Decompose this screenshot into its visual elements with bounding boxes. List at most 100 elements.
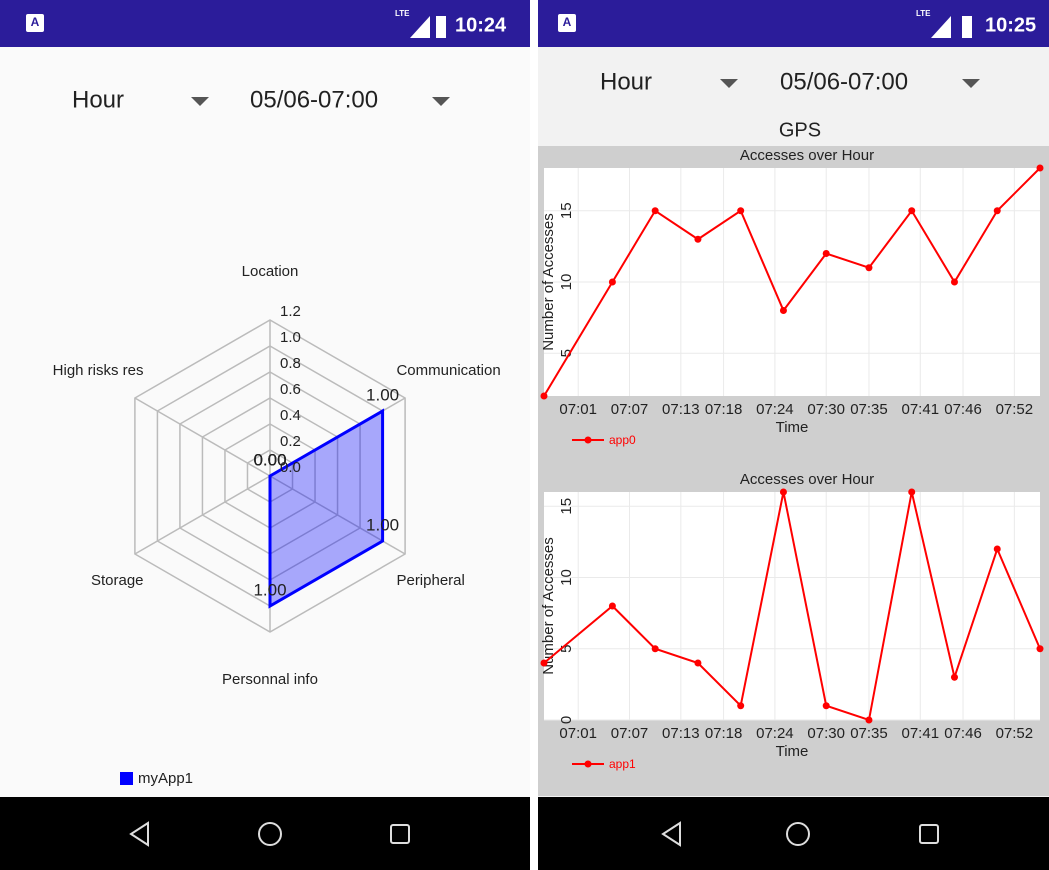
x-tick-label: 07:13	[662, 725, 700, 742]
signal-icon	[410, 16, 430, 38]
data-point	[651, 207, 659, 215]
x-tick-label: 07:52	[996, 401, 1034, 418]
radar-area	[268, 408, 385, 609]
y-tick-label: 5	[558, 349, 575, 357]
x-axis-label: Time	[776, 419, 809, 436]
y-tick-label: 0	[558, 716, 575, 724]
x-tick-label: 07:41	[902, 725, 940, 742]
y-tick-label: 15	[558, 202, 575, 219]
chart-title: Accesses over Hour	[740, 471, 874, 488]
y-tick-label: 10	[558, 569, 575, 586]
radar-tick-label: 0.2	[280, 433, 301, 450]
data-point	[950, 278, 958, 286]
legend-label: myApp1	[138, 770, 193, 787]
spinner-date[interactable]: 05/06-07:00	[250, 86, 378, 113]
status-time: 10:24	[455, 14, 507, 36]
value-label: 1.00	[366, 385, 399, 404]
nav-bar	[0, 797, 530, 870]
y-tick-label: 10	[558, 274, 575, 291]
screen-heading: GPS	[779, 119, 821, 141]
nav-back[interactable]	[129, 821, 149, 847]
plot-area	[544, 492, 1040, 720]
data-point	[993, 545, 1001, 553]
radar-axis-label: Peripheral	[396, 572, 464, 589]
x-tick-label: 07:24	[756, 401, 794, 418]
data-point	[950, 673, 958, 681]
data-point	[1036, 645, 1044, 653]
data-point	[1036, 164, 1044, 172]
data-point	[779, 307, 787, 314]
x-axis-label: Time	[776, 743, 809, 760]
nav-bar	[538, 797, 1049, 870]
x-tick-label: 07:18	[705, 401, 743, 418]
x-tick-label: 07:30	[807, 401, 845, 418]
radar-axis-label: Storage	[91, 572, 144, 589]
radar-spoke	[134, 397, 271, 477]
radar-tick-label: 1.0	[280, 329, 301, 346]
value-label: 0.00	[253, 450, 286, 469]
status-bar	[0, 0, 530, 47]
data-point	[651, 645, 659, 653]
left-screen	[0, 0, 530, 870]
signal-icon	[931, 16, 951, 38]
x-tick-label: 07:24	[756, 725, 794, 742]
spinner-arrow[interactable]	[962, 79, 980, 88]
radar-tick-label: 0.4	[280, 407, 301, 424]
status-bar	[538, 0, 1049, 47]
spinner-unit[interactable]: Hour	[600, 68, 652, 95]
x-tick-label: 07:18	[705, 725, 743, 742]
x-tick-label: 07:46	[944, 401, 982, 418]
radar-tick-label: 1.2	[280, 303, 301, 320]
nav-home[interactable]	[258, 822, 282, 846]
data-point	[608, 602, 616, 610]
x-tick-label: 07:46	[944, 725, 982, 742]
data-point	[908, 488, 916, 496]
notification-icon	[26, 14, 44, 32]
spinner-arrow[interactable]	[720, 79, 738, 88]
battery-icon	[962, 16, 972, 38]
nav-recents[interactable]	[919, 824, 939, 844]
nav-back[interactable]	[661, 821, 681, 847]
radar-tick-label: 0.8	[280, 355, 301, 372]
x-tick-label: 07:35	[850, 401, 888, 418]
notification-icon-letter: A	[563, 15, 572, 29]
legend-label: app0	[609, 433, 636, 447]
nav-recents[interactable]	[390, 824, 410, 844]
data-point	[993, 207, 1001, 215]
notification-icon	[558, 14, 576, 32]
network-type: LTE	[916, 9, 931, 18]
x-tick-label: 07:01	[559, 401, 597, 418]
radar-axis-label: High risks res	[53, 362, 144, 379]
x-tick-label: 07:07	[611, 401, 649, 418]
chart-title: Accesses over Hour	[740, 147, 874, 164]
value-label: 0.00	[253, 450, 286, 469]
radar-spoke	[134, 475, 271, 555]
spinner-arrow[interactable]	[191, 97, 209, 106]
spinner-unit[interactable]: Hour	[72, 86, 124, 113]
data-point	[908, 207, 916, 215]
spinner-date[interactable]: 05/06-07:00	[780, 68, 908, 95]
spinner-arrow[interactable]	[432, 97, 450, 106]
data-point	[822, 250, 830, 257]
data-point	[540, 659, 548, 667]
legend-marker	[584, 760, 592, 768]
legend-swatch	[120, 772, 133, 785]
network-type: LTE	[395, 9, 410, 18]
data-point	[608, 278, 616, 286]
data-point	[737, 702, 745, 710]
radar-tick-label: 0.6	[280, 381, 301, 398]
data-point	[779, 488, 787, 496]
nav-home[interactable]	[786, 822, 810, 846]
y-axis-label: Number of Accesses	[540, 213, 557, 351]
data-point	[737, 207, 745, 215]
data-point	[865, 716, 873, 724]
x-tick-label: 07:41	[902, 401, 940, 418]
radar-axis-label: Personnal info	[222, 671, 318, 688]
x-tick-label: 07:35	[850, 725, 888, 742]
value-label: 0.00	[253, 450, 286, 469]
line-series	[543, 167, 1041, 397]
radar-axis-label: Communication	[396, 362, 500, 379]
y-tick-label: 15	[558, 498, 575, 515]
data-point	[694, 659, 702, 667]
